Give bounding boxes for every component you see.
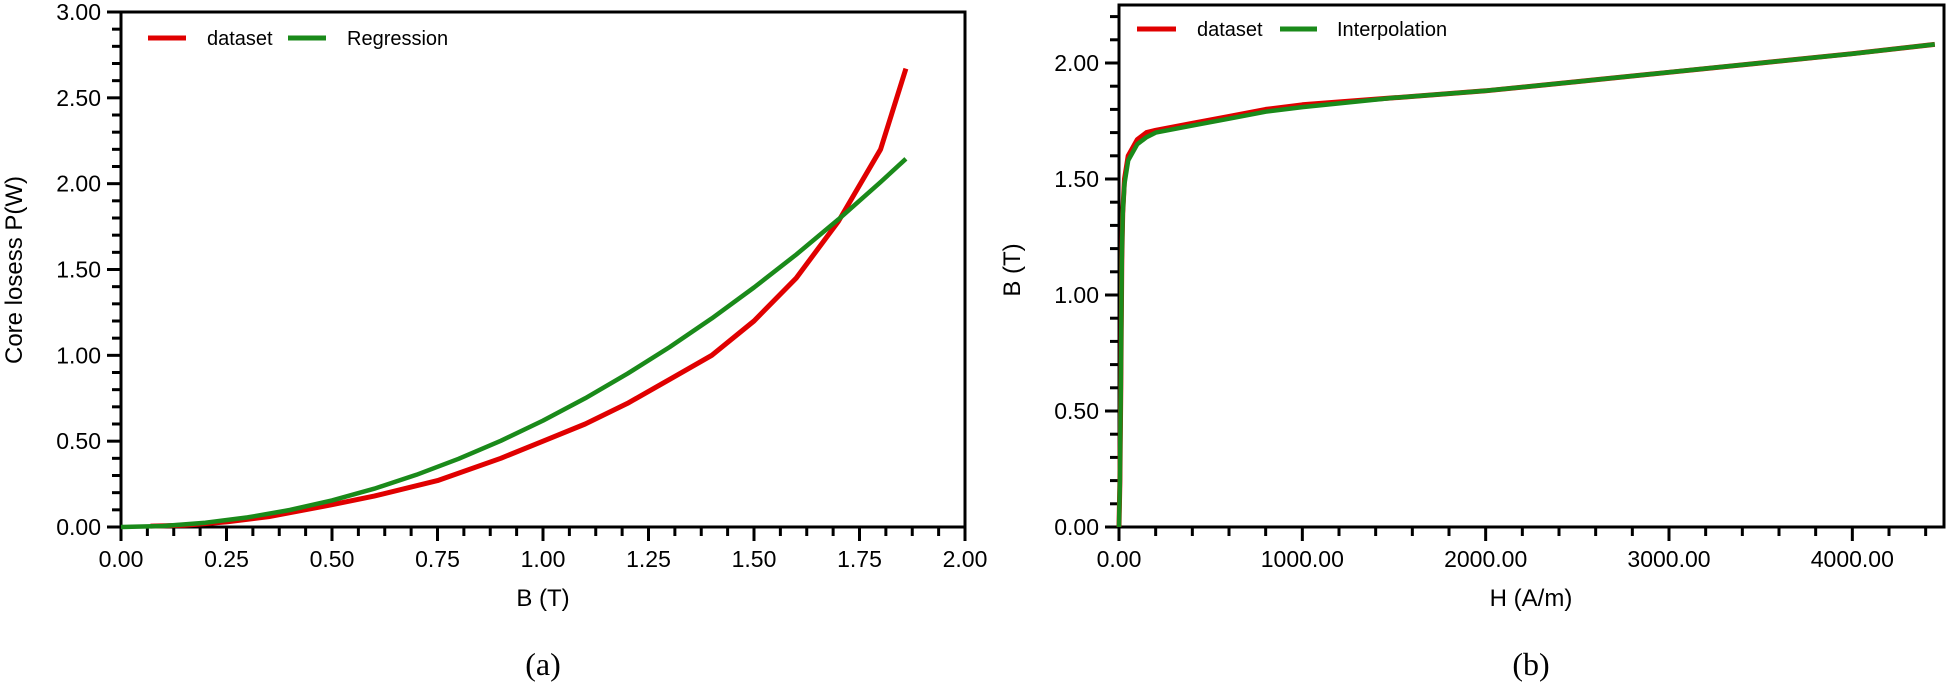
- y-tick-label: 2.50: [56, 85, 101, 111]
- y-axis-title-b: B (T): [999, 243, 1026, 296]
- x-tick-label: 1.25: [626, 546, 671, 572]
- y-axis-title-a: Core losess P(W): [1, 176, 28, 364]
- x-tick-label: 1000.00: [1261, 546, 1344, 572]
- panel-b: 0.00 1000.00 2000.00 3000.00 4000.00 0.00 0.50…: [999, 3, 1946, 682]
- y-tick-label: 0.00: [1054, 514, 1099, 540]
- legend-b: dataset Interpolation: [1137, 19, 1447, 41]
- series-line-interpolation: [1116, 42, 1936, 528]
- x-tick-label: 0.00: [99, 546, 144, 572]
- caption-b: (b): [1512, 646, 1549, 682]
- y-tick-label: 3.00: [56, 0, 101, 25]
- series-b: [1116, 41, 1936, 528]
- x-tick-label: 0.25: [204, 546, 249, 572]
- x-tick-label: 2.00: [943, 546, 988, 572]
- x-tick-label: 0.75: [415, 546, 460, 572]
- legend-label-dataset: dataset: [207, 28, 273, 50]
- series-line-dataset: [150, 67, 909, 529]
- legend-a: dataset Regression: [148, 28, 448, 50]
- plot-frame-a: [119, 10, 967, 529]
- series-a: [120, 67, 909, 530]
- x-tick-label: 3000.00: [1627, 546, 1710, 572]
- y-tick-label: 1.50: [1054, 166, 1099, 192]
- x-tick-label: 0.00: [1097, 546, 1142, 572]
- axis-ticks-b: 0.00 1000.00 2000.00 3000.00 4000.00 0.00 0.50…: [1054, 15, 1928, 572]
- y-tick-label: 1.50: [56, 257, 101, 283]
- y-tick-label: 1.00: [56, 342, 101, 368]
- y-tick-label: 2.00: [1054, 50, 1099, 76]
- x-axis-title-b: H (A/m): [1490, 585, 1573, 612]
- panel-a: 0.00 0.25 0.50 0.75 1.00 1.25 1.50 1.75 2.00 0.00…: [1, 0, 987, 682]
- legend-label-dataset: dataset: [1197, 19, 1263, 41]
- x-tick-label: 1.00: [521, 546, 566, 572]
- y-tick-label: 0.50: [56, 428, 101, 454]
- x-axis-title-a: B (T): [516, 585, 569, 612]
- y-tick-label: 0.50: [1054, 398, 1099, 424]
- legend-label-regression: Regression: [347, 28, 448, 50]
- x-tick-label: 4000.00: [1811, 546, 1894, 572]
- x-tick-label: 0.50: [310, 546, 355, 572]
- x-tick-label: 1.50: [732, 546, 777, 572]
- x-tick-label: 2000.00: [1444, 546, 1527, 572]
- y-tick-label: 0.00: [56, 514, 101, 540]
- plot-frame-b: [1117, 3, 1946, 529]
- series-line-regression: [120, 157, 908, 530]
- caption-a: (a): [525, 646, 561, 682]
- y-tick-label: 2.00: [56, 171, 101, 197]
- legend-label-interpolation: Interpolation: [1337, 19, 1447, 41]
- axis-ticks-a: 0.00 0.25 0.50 0.75 1.00 1.25 1.50 1.75 2.00 0.00…: [56, 0, 987, 572]
- y-tick-label: 1.00: [1054, 282, 1099, 308]
- x-tick-label: 1.75: [837, 546, 882, 572]
